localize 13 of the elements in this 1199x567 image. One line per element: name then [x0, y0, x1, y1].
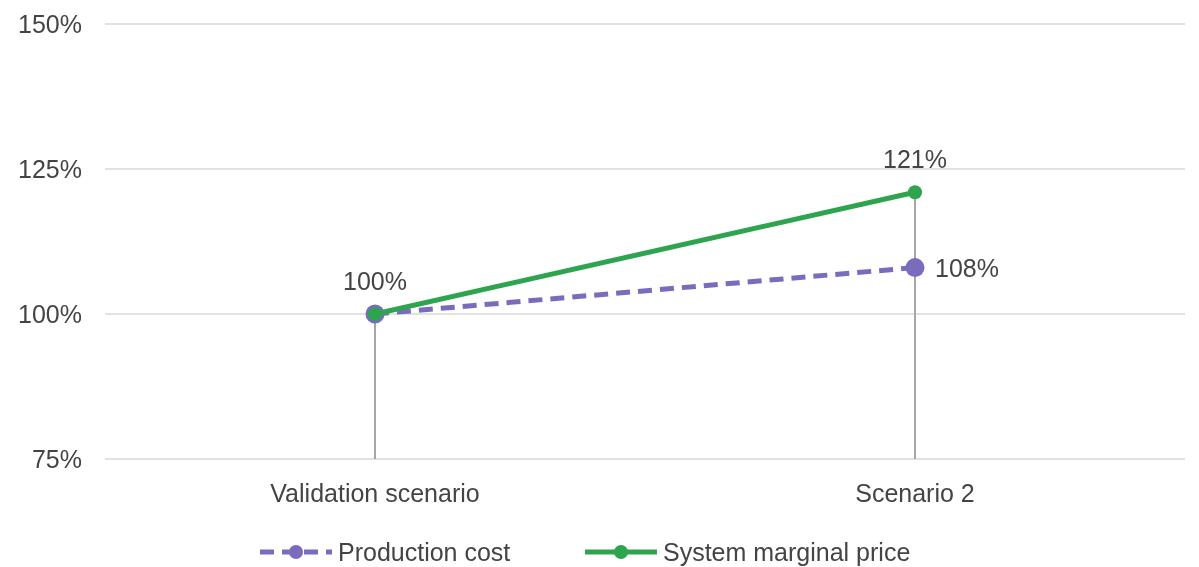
y-tick-label: 75% [31, 445, 82, 473]
data-label: 121% [883, 145, 947, 174]
y-tick-label: 125% [18, 155, 82, 183]
data-label: 108% [935, 253, 999, 282]
y-tick-label: 150% [18, 10, 82, 38]
x-tick-label: Validation scenario [270, 479, 480, 507]
point [905, 258, 925, 278]
y-tick-label: 100% [18, 300, 82, 328]
point [908, 185, 922, 200]
legend-label: Production cost [338, 538, 511, 566]
legend-label: System marginal price [663, 538, 911, 566]
data-label: 100% [343, 267, 407, 295]
x-tick-label: Scenario 2 [855, 479, 975, 507]
